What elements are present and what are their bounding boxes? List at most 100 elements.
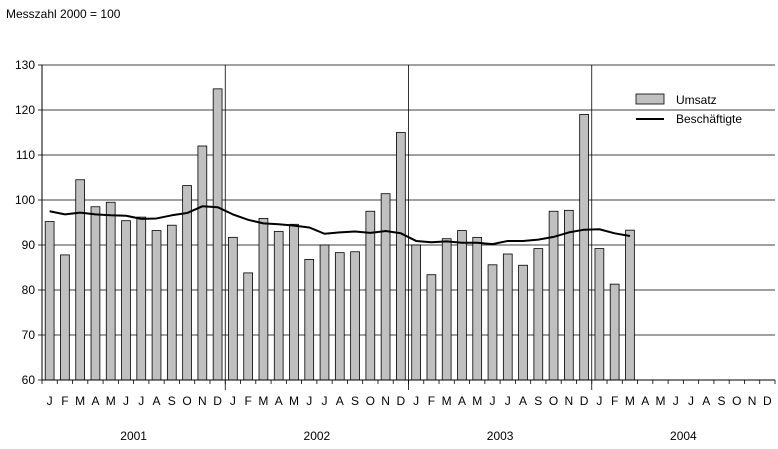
- month-label: M: [655, 394, 665, 408]
- month-label: A: [275, 394, 283, 408]
- month-label: J: [688, 394, 694, 408]
- month-label: N: [748, 394, 757, 408]
- year-label: 2003: [487, 429, 514, 443]
- month-label: M: [625, 394, 635, 408]
- month-label: A: [336, 394, 344, 408]
- bar-umsatz: [502, 253, 513, 381]
- y-tick-label: 120: [15, 103, 35, 117]
- bar-umsatz: [625, 229, 635, 381]
- bar-umsatz: [212, 88, 223, 381]
- y-tick-label: 80: [22, 283, 36, 297]
- month-label: J: [230, 394, 236, 408]
- month-label: J: [47, 394, 53, 408]
- bar-umsatz: [121, 220, 131, 381]
- month-label: S: [351, 394, 359, 408]
- month-label: A: [458, 394, 466, 408]
- line-layer: [49, 205, 631, 246]
- bar-umsatz: [533, 248, 544, 381]
- bar-umsatz: [166, 224, 177, 381]
- legend-swatch-umsatz: [635, 93, 665, 105]
- month-label: F: [611, 394, 618, 408]
- month-label: A: [519, 394, 527, 408]
- month-label: M: [472, 394, 482, 408]
- bar-umsatz: [365, 210, 376, 381]
- month-label: M: [258, 394, 268, 408]
- bar-umsatz: [334, 252, 345, 381]
- month-label: A: [702, 394, 710, 408]
- bar-umsatz: [579, 114, 589, 381]
- bar-umsatz: [487, 264, 498, 381]
- month-label: N: [198, 394, 207, 408]
- month-label: A: [91, 394, 99, 408]
- month-label: N: [565, 394, 574, 408]
- month-label: F: [244, 394, 251, 408]
- bar-umsatz: [594, 248, 605, 381]
- bar-umsatz: [457, 230, 467, 381]
- bar-umsatz: [136, 216, 147, 381]
- month-label: M: [442, 394, 452, 408]
- bar-umsatz: [197, 145, 208, 381]
- bar-umsatz: [90, 206, 101, 381]
- chart-subtitle: Messzahl 2000 = 100: [6, 7, 121, 21]
- bar-umsatz: [426, 274, 437, 381]
- month-label: J: [505, 394, 511, 408]
- month-label: A: [153, 394, 161, 408]
- bar-umsatz: [182, 185, 192, 381]
- y-tick-label: 90: [22, 238, 36, 252]
- month-label: D: [763, 394, 772, 408]
- year-label: 2004: [670, 429, 697, 443]
- bar-umsatz: [258, 218, 269, 381]
- legend-label-umsatz: Umsatz: [676, 93, 717, 107]
- bar-umsatz: [75, 179, 86, 381]
- bar-umsatz: [273, 231, 284, 381]
- month-label: D: [580, 394, 589, 408]
- month-label: M: [106, 394, 116, 408]
- month-label: F: [428, 394, 435, 408]
- bar-umsatz: [60, 254, 70, 381]
- bar-umsatz: [350, 251, 360, 381]
- y-tick-label: 110: [16, 148, 35, 162]
- y-tick-label: 60: [22, 373, 36, 387]
- month-label: J: [322, 394, 328, 408]
- bar-umsatz: [105, 201, 116, 381]
- year-label: 2002: [304, 429, 331, 443]
- bar-umsatz: [441, 238, 452, 381]
- month-label: S: [534, 394, 542, 408]
- bar-umsatz: [151, 230, 162, 381]
- month-label: S: [168, 394, 176, 408]
- month-label: O: [549, 394, 558, 408]
- grid-layer: [42, 64, 775, 390]
- month-label: O: [366, 394, 375, 408]
- bars-layer: [44, 88, 635, 381]
- bar-umsatz: [304, 258, 315, 381]
- bar-umsatz: [243, 272, 253, 381]
- bar-umsatz: [228, 236, 238, 381]
- month-label: M: [75, 394, 85, 408]
- year-label: 2001: [120, 429, 147, 443]
- bar-umsatz: [319, 244, 330, 381]
- month-label: J: [596, 394, 602, 408]
- bar-umsatz: [411, 244, 421, 381]
- bar-umsatz: [44, 221, 55, 381]
- month-label: J: [489, 394, 495, 408]
- line-beschaeftigte: [49, 205, 631, 246]
- bar-umsatz: [609, 283, 620, 381]
- month-label: O: [182, 394, 191, 408]
- y-tick-label: 130: [15, 58, 35, 72]
- month-label: D: [213, 394, 222, 408]
- bar-umsatz: [396, 132, 406, 381]
- month-label: J: [306, 394, 312, 408]
- bar-umsatz: [564, 209, 574, 381]
- y-tick-label: 100: [15, 193, 35, 207]
- legend-label-beschaeftigte: Beschäftigte: [676, 112, 742, 126]
- bar-umsatz: [518, 264, 528, 381]
- month-label: A: [641, 394, 649, 408]
- month-label: J: [123, 394, 129, 408]
- bar-umsatz: [289, 223, 299, 381]
- legend: Umsatz Beschäftigte: [635, 93, 742, 126]
- month-label: J: [413, 394, 419, 408]
- bar-umsatz: [472, 236, 483, 381]
